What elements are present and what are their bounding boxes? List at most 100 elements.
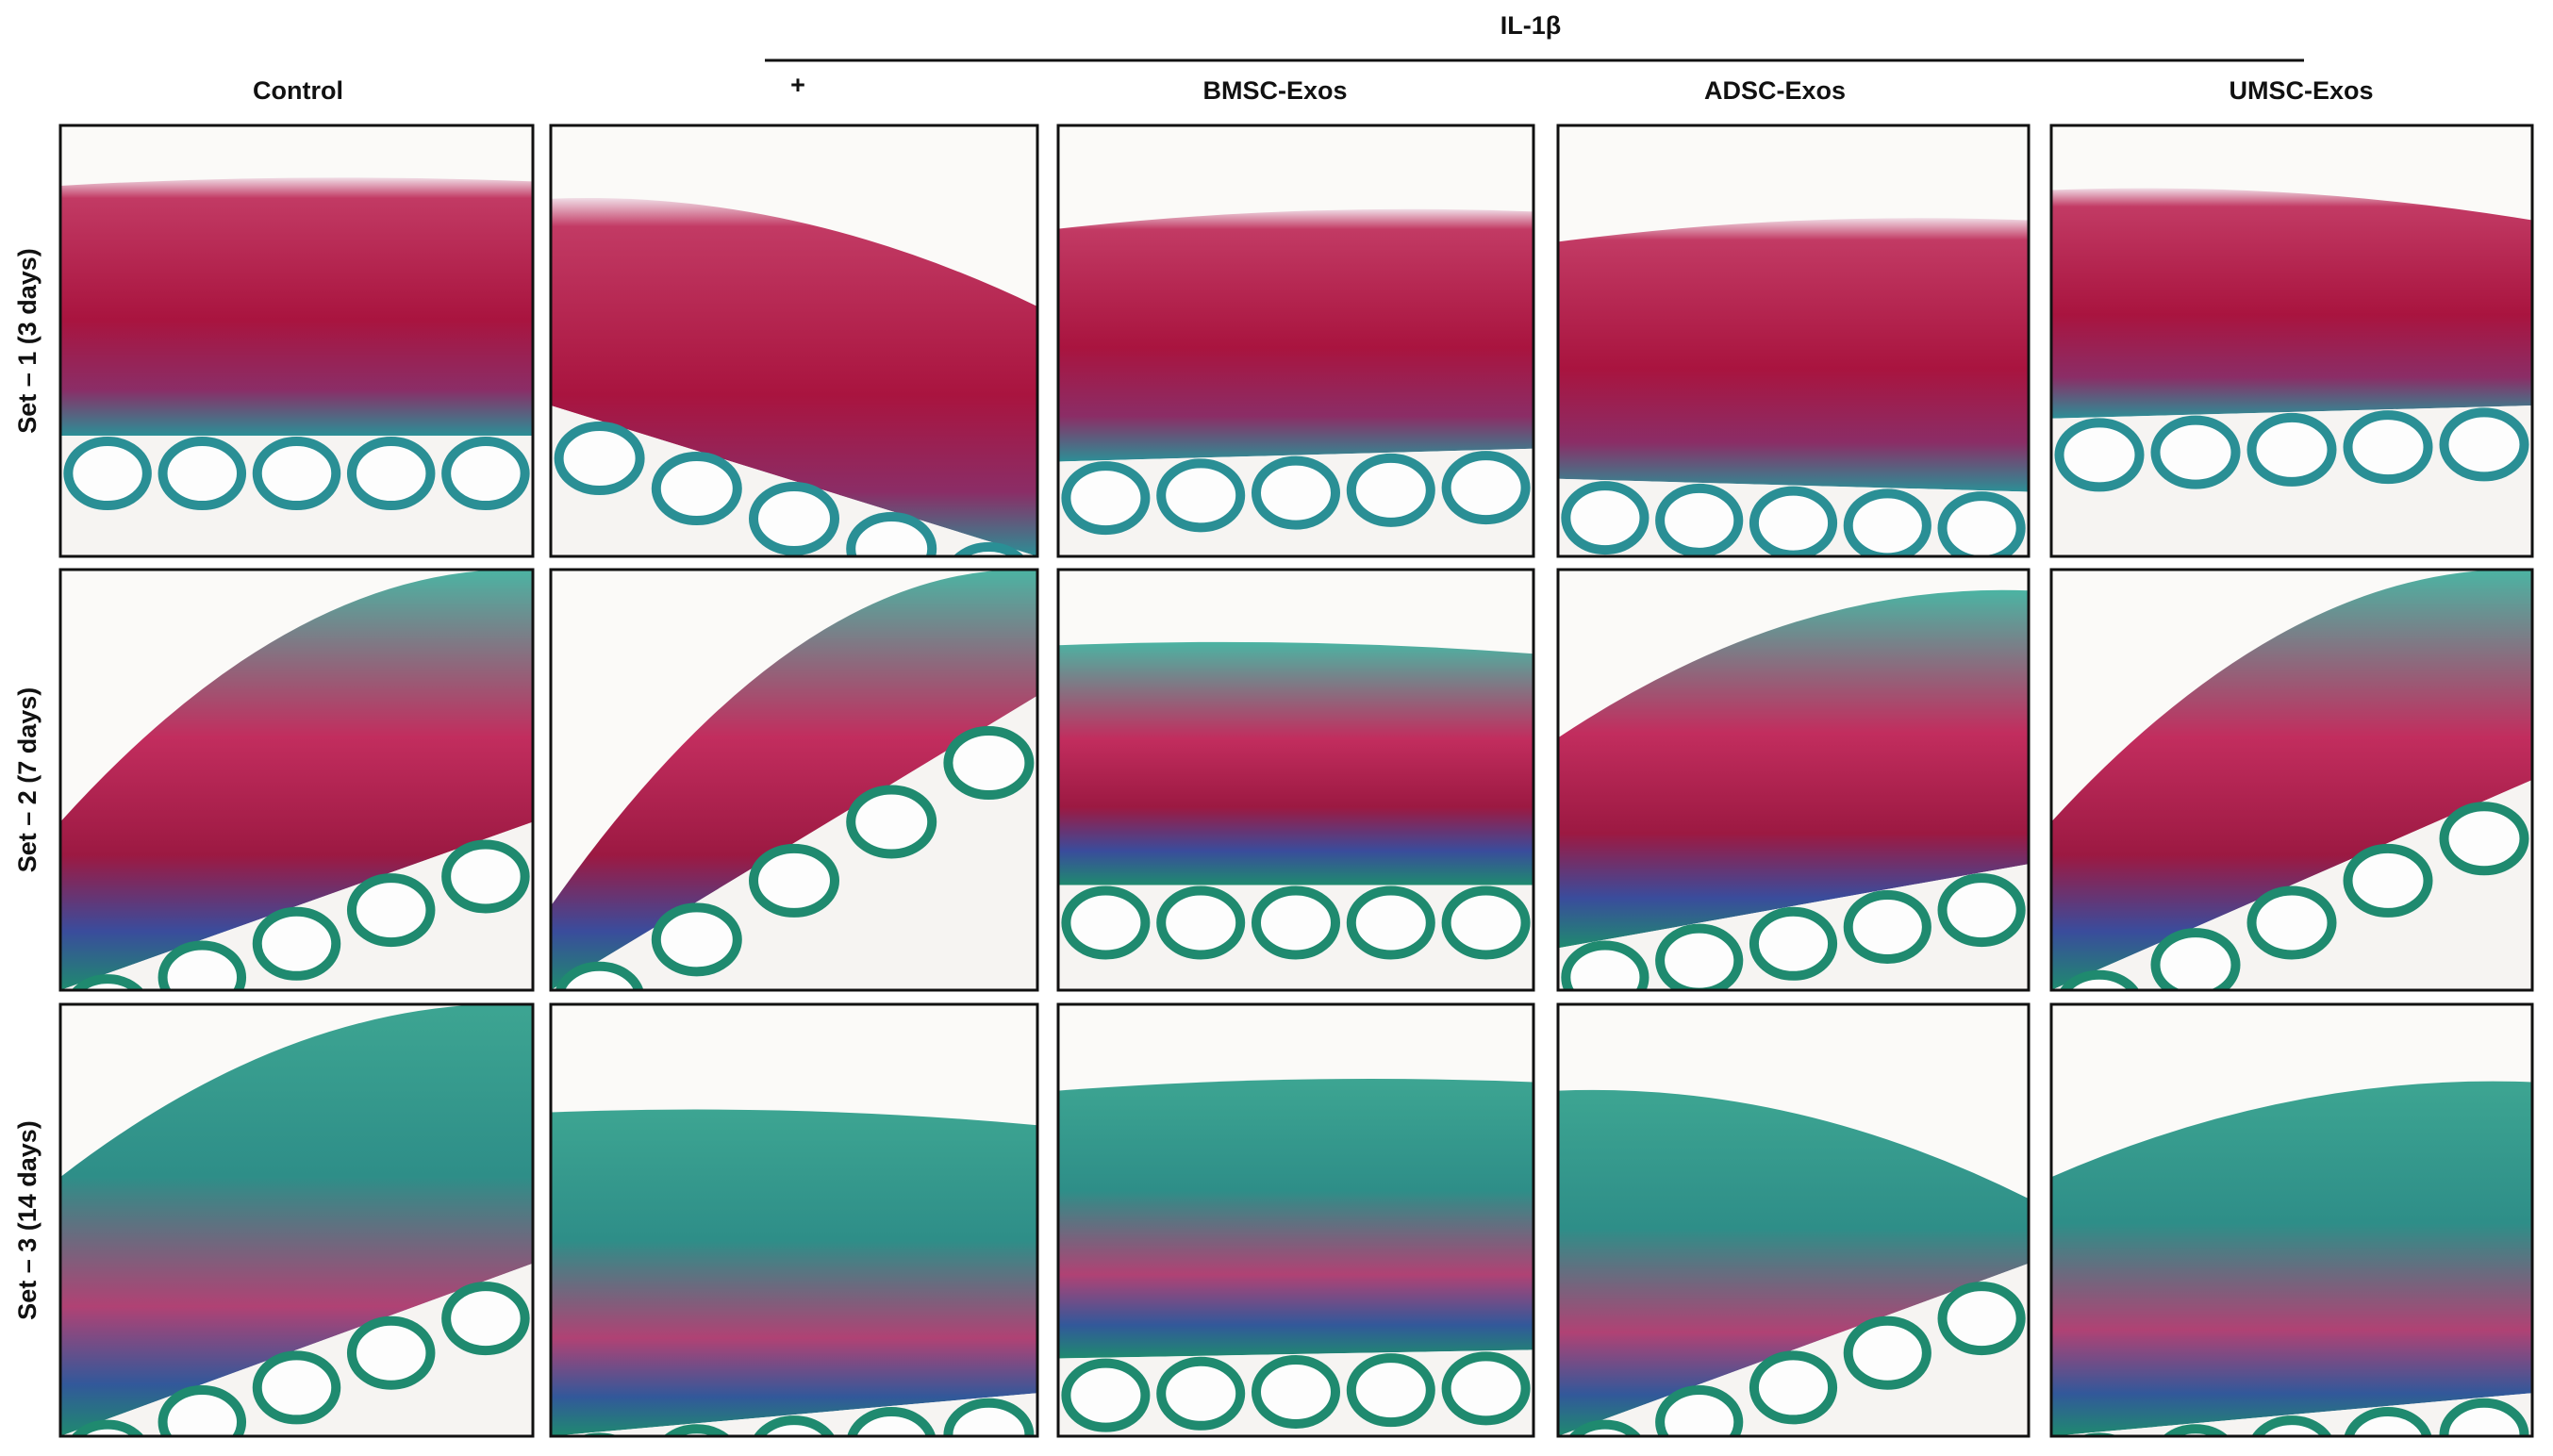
panel-border	[1556, 124, 2031, 558]
marrow-space	[1843, 889, 1931, 964]
cartilage-tissue	[551, 1109, 1037, 1436]
marrow-space	[157, 940, 247, 990]
micrograph-panel	[549, 568, 1039, 992]
subchondral-bone	[60, 1263, 533, 1436]
row-label: Set – 3 (14 days)	[13, 1120, 41, 1320]
micrograph-panel	[58, 568, 535, 992]
panel-border	[1556, 568, 2031, 992]
column-label: BMSC-Exos	[1202, 76, 1347, 105]
panel-border	[1056, 124, 1535, 558]
marrow-space	[663, 1424, 731, 1436]
marrow-space	[252, 906, 341, 981]
marrow-space	[1561, 481, 1650, 555]
micrograph-panel	[549, 1002, 1039, 1438]
marrow-space	[554, 422, 645, 496]
marrow-space	[2344, 1406, 2432, 1436]
micrograph-panel	[58, 1002, 535, 1438]
micrograph-panel	[549, 124, 1039, 558]
cartilage-tissue	[2051, 188, 2532, 419]
cartilage-tissue	[1058, 208, 1533, 462]
micrograph-panel	[1056, 124, 1535, 558]
cartilage-tissue	[1558, 218, 2029, 492]
row-label: Set – 1 (3 days)	[13, 248, 41, 434]
panel-border	[549, 1002, 1039, 1438]
cartilage-tissue	[551, 570, 1037, 990]
panel-border	[58, 124, 535, 558]
panel-border	[58, 1002, 535, 1438]
marrow-space	[1937, 491, 2026, 556]
micrograph-panel	[1556, 124, 2031, 558]
marrow-space	[1156, 885, 1246, 960]
marrow-space	[846, 785, 937, 859]
marrow-space	[157, 437, 247, 511]
marrow-space	[2439, 407, 2529, 482]
marrow-space	[1346, 453, 1435, 527]
marrow-space	[580, 1432, 619, 1436]
marrow-space	[1749, 486, 1838, 556]
cartilage-tissue	[1558, 589, 2029, 949]
marrow-space	[943, 1398, 1035, 1436]
micrograph-panel	[2049, 1002, 2534, 1438]
marrow-space	[651, 902, 742, 977]
marrow-space	[63, 437, 152, 511]
marrow-space	[1749, 1350, 1838, 1425]
marrow-space	[346, 437, 436, 511]
micrograph-panel	[1056, 568, 1535, 992]
marrow-space	[2246, 412, 2337, 487]
marrow-space	[1655, 483, 1744, 556]
marrow-space	[441, 437, 530, 511]
marrow-space	[1655, 1385, 1744, 1436]
cartilage-tissue	[1058, 641, 1533, 885]
marrow-space	[2150, 928, 2241, 990]
marrow-space	[1252, 455, 1340, 530]
marrow-space	[943, 726, 1035, 801]
marrow-space	[2059, 969, 2140, 990]
marrow-space	[1937, 1282, 2026, 1356]
marrow-space	[846, 512, 937, 556]
marrow-space	[346, 873, 436, 948]
marrow-space	[252, 437, 341, 511]
marrow-space	[1346, 1353, 1435, 1428]
marrow-space	[1749, 906, 1838, 981]
treatment-header: IL-1β	[1500, 11, 1561, 40]
cartilage-tissue	[2051, 1081, 2532, 1436]
micrograph-panel	[2049, 568, 2534, 992]
marrow-space	[1156, 458, 1246, 533]
subchondral-bone	[1558, 1263, 2029, 1436]
marrow-space	[1346, 885, 1435, 960]
marrow-space	[1061, 461, 1151, 536]
marrow-space	[555, 961, 644, 990]
marrow-space	[749, 843, 839, 918]
marrow-space	[2162, 1424, 2230, 1436]
marrow-space	[1252, 1354, 1340, 1429]
micrograph-panel	[1556, 568, 2031, 992]
marrow-space	[2439, 802, 2529, 876]
marrow-space	[1843, 1315, 1931, 1390]
marrow-space	[1441, 885, 1531, 960]
marrow-space	[1937, 873, 2026, 948]
marrow-space	[2439, 1398, 2529, 1436]
marrow-space	[2343, 410, 2433, 485]
micrograph-panel	[1556, 1002, 2031, 1438]
panel-border	[2049, 1002, 2534, 1438]
column-label: ADSC-Exos	[1704, 76, 1846, 105]
marrow-space	[441, 839, 530, 914]
micrograph-panel	[2049, 124, 2534, 558]
panel-border	[549, 124, 1039, 558]
cartilage-tissue	[2051, 570, 2532, 990]
marrow-space	[1061, 1358, 1151, 1432]
cartilage-tissue	[60, 1004, 533, 1436]
marrow-space	[1655, 923, 1744, 990]
marrow-space	[1843, 488, 1931, 556]
marrow-space	[441, 1282, 530, 1356]
cartilage-tissue	[551, 197, 1037, 556]
marrow-space	[1441, 451, 1531, 525]
micrograph-panel	[1056, 1002, 1535, 1438]
marrow-space	[71, 1419, 144, 1436]
marrow-space	[2343, 843, 2433, 918]
column-label: +	[790, 71, 805, 99]
panel-border	[1056, 1002, 1535, 1438]
cartilage-tissue	[1058, 1079, 1533, 1359]
